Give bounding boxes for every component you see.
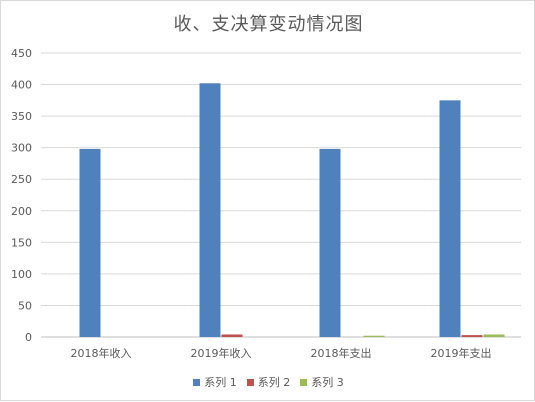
x-tick-label: 2018年支出 [311,346,372,360]
legend-item: 系列 3 [300,374,344,390]
legend-swatch [246,378,254,386]
legend-label: 系列 1 [204,376,237,389]
y-tick-label: 250 [11,173,32,186]
y-tick-label: 50 [18,299,32,312]
bar-series-3-cat-4 [483,334,505,337]
y-tick-label: 350 [11,110,32,123]
y-tick-label: 100 [11,268,32,281]
x-tick-label: 2019年支出 [431,346,492,360]
bar-series-2-cat-2 [221,334,243,337]
legend-swatch [193,378,201,386]
legend-label: 系列 3 [311,376,344,389]
bar-series-1-cat-1 [79,148,101,337]
legend-item: 系列 1 [193,374,237,390]
x-tick-label: 2019年收入 [191,346,252,360]
y-tick-label: 450 [11,47,32,60]
legend: 系列 1 系列 2 系列 3 [1,374,535,390]
y-tick-label: 300 [11,142,32,155]
y-tick-label: 200 [11,205,32,218]
bars [79,83,505,337]
bar-series-1-cat-4 [439,100,461,337]
y-tick-label: 150 [11,236,32,249]
chart-title: 收、支决算变动情况图 [173,14,364,35]
bar-series-2-cat-4 [461,335,483,337]
bar-series-3-cat-3 [363,335,385,337]
legend-item: 系列 2 [246,374,291,390]
x-tick-label: 2018年收入 [71,346,132,360]
bar-series-1-cat-2 [199,83,221,337]
legend-swatch [300,378,308,386]
y-axis: 0 50 100 150 200 250 300 350 400 450 [11,47,32,344]
bar-series-1-cat-3 [319,148,341,337]
x-axis: 2018年收入 2019年收入 2018年支出 2019年支出 [71,346,492,360]
y-tick-label: 400 [11,79,32,92]
legend-label: 系列 2 [257,376,291,389]
y-tick-label: 0 [25,331,32,344]
